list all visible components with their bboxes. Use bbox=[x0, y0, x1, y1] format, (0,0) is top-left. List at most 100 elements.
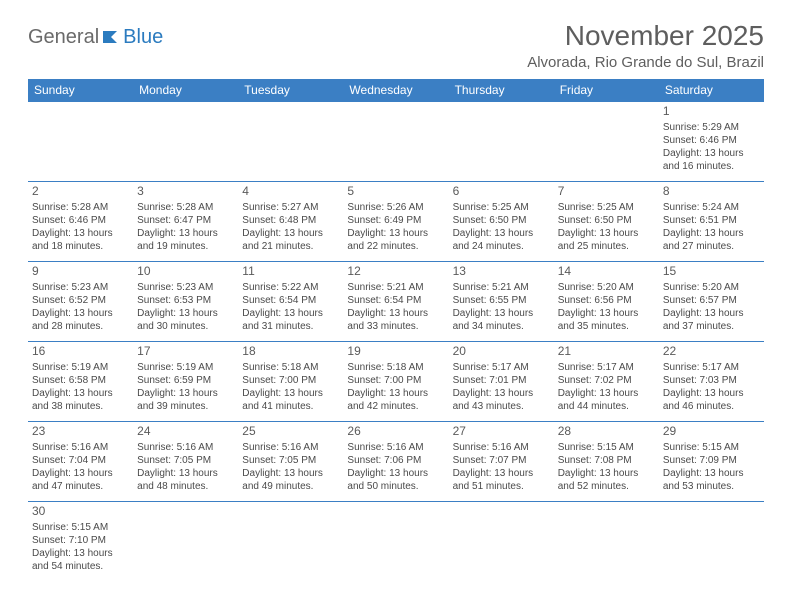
day-number: 26 bbox=[347, 424, 444, 440]
daylight-line-1: Daylight: 13 hours bbox=[453, 467, 550, 480]
sunrise-line: Sunrise: 5:16 AM bbox=[453, 441, 550, 454]
day-number: 28 bbox=[558, 424, 655, 440]
day-number: 8 bbox=[663, 184, 760, 200]
daylight-line-1: Daylight: 13 hours bbox=[137, 387, 234, 400]
day-number: 13 bbox=[453, 264, 550, 280]
logo-text-general: General bbox=[28, 26, 99, 49]
day-cell-1: 1Sunrise: 5:29 AMSunset: 6:46 PMDaylight… bbox=[659, 102, 764, 182]
empty-cell bbox=[133, 102, 238, 182]
weekday-row: SundayMondayTuesdayWednesdayThursdayFrid… bbox=[28, 79, 764, 102]
day-number: 19 bbox=[347, 344, 444, 360]
daylight-line-1: Daylight: 13 hours bbox=[453, 227, 550, 240]
sunset-line: Sunset: 7:00 PM bbox=[347, 374, 444, 387]
weekday-tuesday: Tuesday bbox=[238, 79, 343, 102]
sunrise-line: Sunrise: 5:24 AM bbox=[663, 201, 760, 214]
daylight-line-2: and 34 minutes. bbox=[453, 320, 550, 333]
header: General Blue November 2025 Alvorada, Rio… bbox=[28, 20, 764, 71]
sunrise-line: Sunrise: 5:19 AM bbox=[137, 361, 234, 374]
day-number: 22 bbox=[663, 344, 760, 360]
sunset-line: Sunset: 7:07 PM bbox=[453, 454, 550, 467]
day-number: 17 bbox=[137, 344, 234, 360]
sunrise-line: Sunrise: 5:21 AM bbox=[347, 281, 444, 294]
empty-cell bbox=[343, 102, 448, 182]
day-cell-28: 28Sunrise: 5:15 AMSunset: 7:08 PMDayligh… bbox=[554, 422, 659, 502]
sunset-line: Sunset: 7:01 PM bbox=[453, 374, 550, 387]
sunrise-line: Sunrise: 5:17 AM bbox=[453, 361, 550, 374]
calendar-table: SundayMondayTuesdayWednesdayThursdayFrid… bbox=[28, 79, 764, 582]
sunrise-line: Sunrise: 5:17 AM bbox=[663, 361, 760, 374]
daylight-line-2: and 48 minutes. bbox=[137, 480, 234, 493]
sunrise-line: Sunrise: 5:20 AM bbox=[663, 281, 760, 294]
daylight-line-2: and 46 minutes. bbox=[663, 400, 760, 413]
day-number: 30 bbox=[32, 504, 129, 520]
sunset-line: Sunset: 6:52 PM bbox=[32, 294, 129, 307]
daylight-line-2: and 47 minutes. bbox=[32, 480, 129, 493]
daylight-line-2: and 50 minutes. bbox=[347, 480, 444, 493]
daylight-line-1: Daylight: 13 hours bbox=[137, 227, 234, 240]
day-cell-18: 18Sunrise: 5:18 AMSunset: 7:00 PMDayligh… bbox=[238, 342, 343, 422]
daylight-line-2: and 25 minutes. bbox=[558, 240, 655, 253]
sunrise-line: Sunrise: 5:19 AM bbox=[32, 361, 129, 374]
daylight-line-1: Daylight: 13 hours bbox=[32, 227, 129, 240]
daylight-line-2: and 49 minutes. bbox=[242, 480, 339, 493]
calendar-row: 16Sunrise: 5:19 AMSunset: 6:58 PMDayligh… bbox=[28, 342, 764, 422]
day-number: 7 bbox=[558, 184, 655, 200]
sunrise-line: Sunrise: 5:18 AM bbox=[242, 361, 339, 374]
daylight-line-1: Daylight: 13 hours bbox=[558, 227, 655, 240]
day-cell-19: 19Sunrise: 5:18 AMSunset: 7:00 PMDayligh… bbox=[343, 342, 448, 422]
day-number: 21 bbox=[558, 344, 655, 360]
weekday-friday: Friday bbox=[554, 79, 659, 102]
sunrise-line: Sunrise: 5:26 AM bbox=[347, 201, 444, 214]
logo-text-blue: Blue bbox=[123, 26, 163, 49]
day-cell-13: 13Sunrise: 5:21 AMSunset: 6:55 PMDayligh… bbox=[449, 262, 554, 342]
calendar-row: 30Sunrise: 5:15 AMSunset: 7:10 PMDayligh… bbox=[28, 502, 764, 582]
month-title: November 2025 bbox=[527, 20, 764, 52]
sunrise-line: Sunrise: 5:15 AM bbox=[32, 521, 129, 534]
day-number: 2 bbox=[32, 184, 129, 200]
daylight-line-2: and 51 minutes. bbox=[453, 480, 550, 493]
sunset-line: Sunset: 6:55 PM bbox=[453, 294, 550, 307]
daylight-line-2: and 43 minutes. bbox=[453, 400, 550, 413]
day-number: 25 bbox=[242, 424, 339, 440]
daylight-line-1: Daylight: 13 hours bbox=[663, 307, 760, 320]
empty-cell bbox=[28, 102, 133, 182]
sunset-line: Sunset: 6:51 PM bbox=[663, 214, 760, 227]
daylight-line-1: Daylight: 13 hours bbox=[242, 307, 339, 320]
calendar-row: 23Sunrise: 5:16 AMSunset: 7:04 PMDayligh… bbox=[28, 422, 764, 502]
sunrise-line: Sunrise: 5:23 AM bbox=[137, 281, 234, 294]
daylight-line-2: and 33 minutes. bbox=[347, 320, 444, 333]
day-number: 10 bbox=[137, 264, 234, 280]
weekday-sunday: Sunday bbox=[28, 79, 133, 102]
calendar-row: 1Sunrise: 5:29 AMSunset: 6:46 PMDaylight… bbox=[28, 102, 764, 182]
sunset-line: Sunset: 6:54 PM bbox=[242, 294, 339, 307]
sunrise-line: Sunrise: 5:23 AM bbox=[32, 281, 129, 294]
day-number: 3 bbox=[137, 184, 234, 200]
day-number: 20 bbox=[453, 344, 550, 360]
sunrise-line: Sunrise: 5:27 AM bbox=[242, 201, 339, 214]
daylight-line-1: Daylight: 13 hours bbox=[32, 387, 129, 400]
sunrise-line: Sunrise: 5:15 AM bbox=[558, 441, 655, 454]
daylight-line-2: and 30 minutes. bbox=[137, 320, 234, 333]
sunrise-line: Sunrise: 5:16 AM bbox=[32, 441, 129, 454]
day-cell-17: 17Sunrise: 5:19 AMSunset: 6:59 PMDayligh… bbox=[133, 342, 238, 422]
day-cell-16: 16Sunrise: 5:19 AMSunset: 6:58 PMDayligh… bbox=[28, 342, 133, 422]
day-number: 14 bbox=[558, 264, 655, 280]
empty-cell bbox=[449, 502, 554, 582]
daylight-line-2: and 27 minutes. bbox=[663, 240, 760, 253]
sunrise-line: Sunrise: 5:20 AM bbox=[558, 281, 655, 294]
day-number: 4 bbox=[242, 184, 339, 200]
day-cell-22: 22Sunrise: 5:17 AMSunset: 7:03 PMDayligh… bbox=[659, 342, 764, 422]
empty-cell bbox=[554, 502, 659, 582]
sunrise-line: Sunrise: 5:16 AM bbox=[137, 441, 234, 454]
day-cell-25: 25Sunrise: 5:16 AMSunset: 7:05 PMDayligh… bbox=[238, 422, 343, 502]
day-number: 27 bbox=[453, 424, 550, 440]
day-cell-21: 21Sunrise: 5:17 AMSunset: 7:02 PMDayligh… bbox=[554, 342, 659, 422]
daylight-line-1: Daylight: 13 hours bbox=[663, 227, 760, 240]
sunset-line: Sunset: 6:48 PM bbox=[242, 214, 339, 227]
daylight-line-2: and 18 minutes. bbox=[32, 240, 129, 253]
day-cell-11: 11Sunrise: 5:22 AMSunset: 6:54 PMDayligh… bbox=[238, 262, 343, 342]
calendar-row: 2Sunrise: 5:28 AMSunset: 6:46 PMDaylight… bbox=[28, 182, 764, 262]
daylight-line-1: Daylight: 13 hours bbox=[242, 467, 339, 480]
sunrise-line: Sunrise: 5:16 AM bbox=[347, 441, 444, 454]
empty-cell bbox=[659, 502, 764, 582]
